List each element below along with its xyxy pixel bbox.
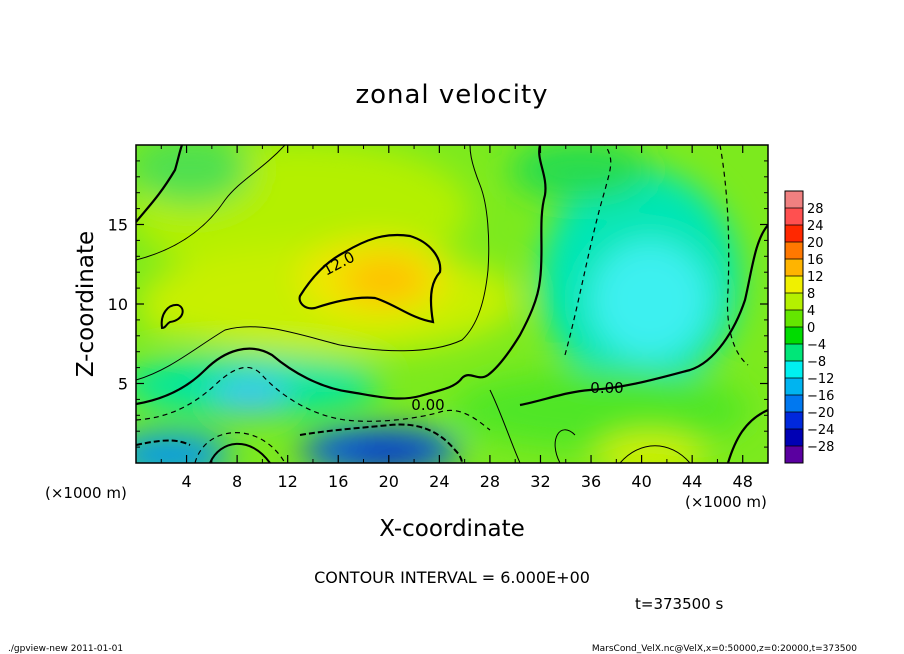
plot-area: 12.0 0.00 0.00 (136, 145, 768, 463)
footer-right: MarsCond_VelX.nc@VelX,x=0:50000,z=0:2000… (592, 644, 857, 654)
colorbar-swatch (785, 395, 803, 413)
field-blob (210, 375, 290, 415)
colorbar-swatch (785, 327, 803, 345)
contour-negative-3 (719, 145, 749, 366)
field-blob (510, 145, 650, 200)
y-tick-label: 10 (108, 295, 128, 314)
contour-lines (136, 145, 768, 463)
contour-0-lower (726, 408, 768, 463)
contour-0-island (160, 303, 184, 330)
x-tick-label: 24 (429, 472, 449, 491)
contour-label: 0.00 (411, 396, 444, 414)
colorbar-swatch (785, 378, 803, 396)
contour-0-east (519, 224, 768, 407)
colorbar-swatch (785, 225, 803, 243)
colorbar-swatch (785, 429, 803, 447)
colorbar-swatch (785, 242, 803, 260)
y-tick-label: 15 (108, 216, 128, 235)
colorbar-swatch (785, 276, 803, 294)
contour-positive-3 (554, 429, 691, 463)
colorbar-label: −8 (807, 355, 826, 370)
x-axis-label: X-coordinate (379, 516, 525, 542)
x-tick-label: 28 (480, 472, 500, 491)
colorbar-label: 12 (807, 270, 824, 285)
contour-positive-1 (136, 145, 490, 381)
contour-positive-4 (489, 389, 521, 463)
colorbar-label: −4 (807, 338, 826, 353)
contour-12 (298, 233, 442, 324)
colorbar-swatch (785, 208, 803, 226)
colorbar-swatch (785, 191, 803, 209)
x-unit-label-right: (×1000 m) (685, 493, 767, 511)
colorbar-label: −24 (807, 423, 834, 438)
contour-negative-1 (136, 366, 491, 431)
contour-negative-2 (564, 145, 612, 356)
velocity-field (136, 145, 750, 463)
colorbar-label: −12 (807, 372, 834, 387)
colorbar-label: −20 (807, 406, 834, 421)
colorbar-swatch (785, 446, 803, 464)
field-blob (136, 145, 250, 205)
contour-0-northwest (136, 145, 184, 223)
x-tick-label: 12 (278, 472, 298, 491)
y-axis-label: Z-coordinate (73, 231, 99, 377)
colorbar-label: 4 (807, 304, 815, 319)
x-tick-label: 32 (530, 472, 550, 491)
contour-0-west (136, 145, 547, 406)
x-tick-label: 36 (581, 472, 601, 491)
x-tick-label: 16 (328, 472, 348, 491)
colorbar-label: 8 (807, 287, 815, 302)
chart-title: zonal velocity (355, 80, 548, 110)
colorbar: 28 24 20 16 12 8 4 0 −4 −8 −12 −16 −20 −24 −28 (784, 190, 834, 464)
x-tick-label: 40 (631, 472, 651, 491)
colorbar-label: 28 (807, 202, 824, 217)
colorbar-swatch (785, 293, 803, 311)
colorbar-swatch (785, 361, 803, 379)
field-blob (590, 240, 710, 360)
colorbar-swatch (785, 344, 803, 362)
colorbar-swatch (785, 259, 803, 277)
field-blob (140, 285, 200, 335)
colorbar-label: 20 (807, 236, 824, 251)
contour-bottom-loop (209, 442, 271, 463)
footer-left: ./gpview-new 2011-01-01 (8, 644, 123, 654)
x-tick-label: 44 (682, 472, 702, 491)
x-tick-label: 4 (181, 472, 191, 491)
x-tick-label: 20 (379, 472, 399, 491)
x-unit-label: (×1000 m) (45, 484, 127, 502)
contour-negative-strong (136, 423, 463, 463)
colorbar-swatch (785, 412, 803, 430)
colorbar-label: 16 (807, 253, 824, 268)
colorbar-label: 24 (807, 219, 824, 234)
x-axis-ticks: 4 8 12 16 20 24 28 32 36 40 44 48 (160, 145, 753, 491)
field-blob (343, 258, 427, 302)
colorbar-label: 0 (807, 321, 815, 336)
time-text: t=373500 s (635, 595, 723, 613)
contour-positive-2 (136, 145, 286, 261)
y-tick-label: 5 (118, 375, 128, 394)
colorbar-swatch (785, 310, 803, 328)
x-tick-label: 8 (232, 472, 242, 491)
colorbar-label: −28 (807, 440, 834, 455)
field-blob (450, 370, 750, 450)
colorbar-label: −16 (807, 389, 834, 404)
x-tick-label: 48 (733, 472, 753, 491)
contour-label: 0.00 (590, 379, 623, 397)
contour-bottom-loop-inner (194, 432, 286, 463)
y-axis-ticks: 5 10 15 (108, 160, 768, 448)
field-blob (595, 433, 705, 463)
field-blob (350, 443, 430, 463)
contour-interval-text: CONTOUR INTERVAL = 6.000E+00 (314, 568, 590, 587)
